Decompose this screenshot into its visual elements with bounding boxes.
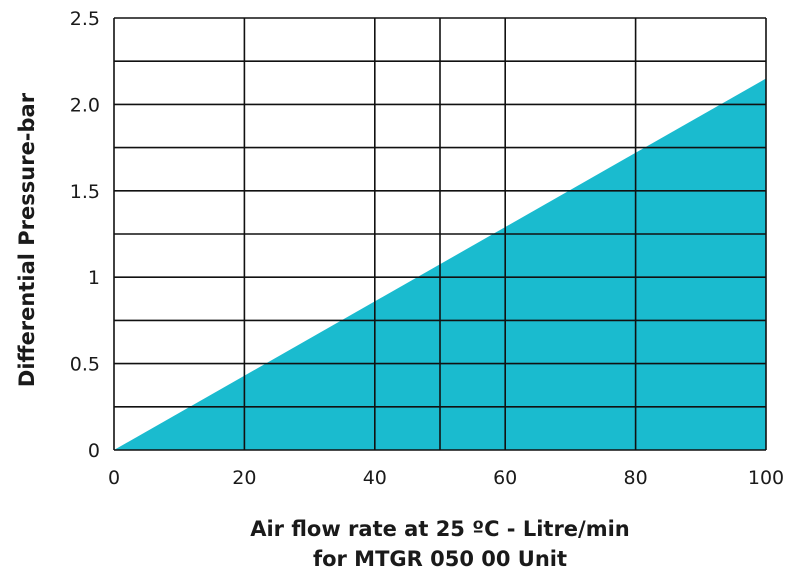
x-tick-label: 0 [108,467,120,489]
y-tick-label: 1 [88,267,100,289]
x-axis-title-line-1: Air flow rate at 25 ºC - Litre/min [250,517,630,541]
y-axis-title: Differential Pressure-bar [15,92,39,387]
x-tick-label: 60 [493,467,517,489]
y-tick-label: 2.0 [70,94,100,116]
x-tick-label: 80 [624,467,648,489]
y-tick-label: 1.5 [70,181,100,203]
x-axis-ticks: 0 20 40 60 80 100 [108,467,784,489]
grid-layer [113,17,767,451]
x-tick-label: 40 [363,467,387,489]
x-tick-label: 100 [748,467,784,489]
y-tick-label: 0 [88,440,100,462]
y-tick-label: 2.5 [70,8,100,30]
x-axis-title-line-2: for MTGR 050 00 Unit [313,547,567,571]
area-layer [114,78,766,450]
y-axis-ticks: 0 0.5 1 1.5 2.0 2.5 [70,8,100,462]
y-tick-label: 0.5 [70,354,100,376]
series-area-0 [114,78,766,450]
x-tick-label: 20 [232,467,256,489]
